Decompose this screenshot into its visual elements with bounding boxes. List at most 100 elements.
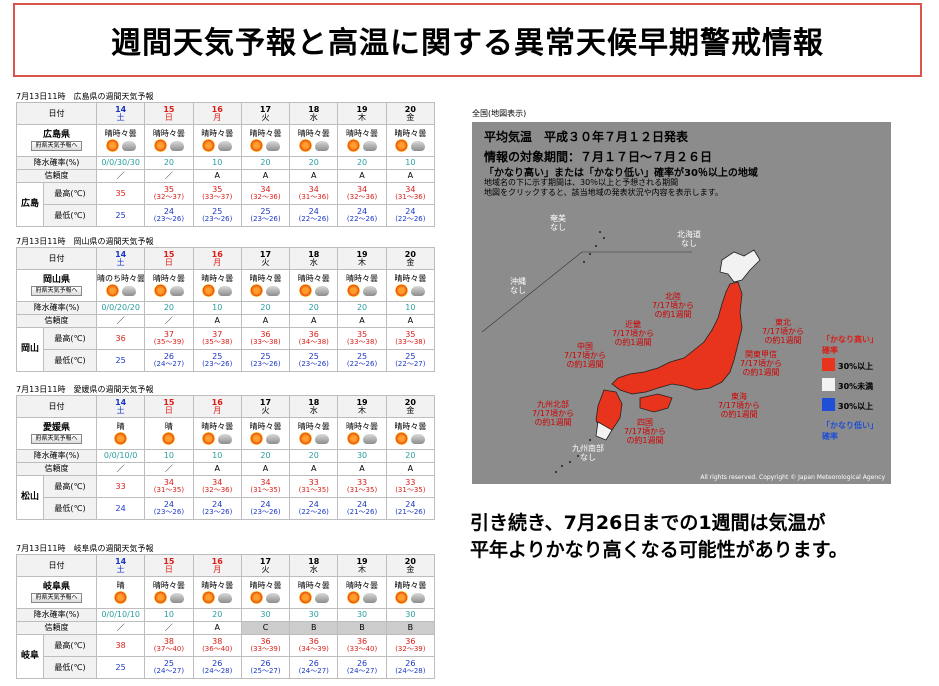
pref-forecast-button[interactable]: 府県天気予報へ [31,433,82,444]
sun-icon [153,284,167,297]
cloud-icon [266,140,281,151]
sun-icon [162,432,176,445]
japan-map-svg[interactable] [472,122,891,484]
reliability-cell: A [289,314,339,328]
pop-cell: 0/0/10/0 [95,449,146,463]
min-temp-cell: 25 (24〜27) [144,656,194,679]
cloud-icon [121,140,136,151]
city-name: 岐阜 [16,634,44,679]
sun-icon [347,432,361,445]
cloud-icon [363,140,378,151]
pop-cell: 10 [385,156,436,170]
max-temp-cell: 34 (32〜36) [337,182,387,205]
sun-icon [153,591,167,604]
summary-note: 引き続き、7月26日までの1週間は気温が 平年よりかなり高くなる可能性があります… [470,510,848,564]
region-label[interactable]: 四国 7/17頃から の約1週間 [624,418,666,446]
pref-forecast-button[interactable]: 府県天気予報へ [31,140,82,151]
weather-cell: 晴時々曇 [385,417,436,450]
sun-icon [202,432,216,445]
min-temp-cell: 24 (22〜26) [289,204,339,227]
weather-cell: 晴時々曇 [385,269,436,302]
day-header: 20 金 [385,554,436,577]
cloud-icon [218,433,233,444]
sun-icon [250,591,264,604]
region-label[interactable]: 九州南部 なし [572,444,604,463]
reliability-cell: ／ [95,169,146,183]
max-temp-cell: 33 (31〜35) [385,475,436,498]
region-label[interactable]: 北海道 なし [677,230,701,249]
cloud-icon [411,592,426,603]
cloud-icon [266,592,281,603]
cloud-icon [363,433,378,444]
pop-cell: 20 [192,608,242,622]
cloud-icon [314,140,329,151]
sun-icon [202,139,216,152]
page-title: 週間天気予報と高温に関する異常天候早期警戒情報 [13,3,922,77]
min-label: 最低(℃) [43,656,97,679]
weather-cell: 晴時々曇 [144,269,194,302]
date-header: 日付 [16,247,97,270]
day-header: 16 月 [192,554,242,577]
max-temp-cell: 37 (35〜39) [144,327,194,350]
sun-icon [114,432,128,445]
sun-icon [298,432,312,445]
day-header: 16 月 [192,395,242,418]
cloud-icon [218,592,233,603]
pop-cell: 30 [337,449,387,463]
day-header: 16 月 [192,102,242,125]
pop-cell: 30 [385,608,436,622]
weather-cell: 晴時々曇 [337,124,387,157]
legend-neutral-swatch [822,378,835,391]
min-temp-cell: 25 (23〜26) [240,204,291,227]
max-temp-cell: 34 (31〜36) [385,182,436,205]
honshu-shape [611,281,743,395]
weather-cell: 晴時々曇 [337,269,387,302]
pop-cell: 10 [144,449,194,463]
min-label: 最低(℃) [43,349,97,372]
reliability-cell: ／ [144,169,194,183]
pop-label: 降水確率(%) [16,608,97,622]
region-label[interactable]: 東北 7/17頃から の約1週間 [762,318,804,346]
max-temp-cell: 33 (31〜35) [337,475,387,498]
reliability-label: 信頼度 [16,621,97,635]
min-temp-cell: 24 (22〜26) [337,204,387,227]
region-label[interactable]: 近畿 7/17頃から の約1週間 [612,320,654,348]
region-label[interactable]: 北陸 7/17頃から の約1週間 [652,292,694,320]
forecast-block: 7月13日11時 広島県の週間天気予報 日付 14 土 15 日 16 月 17 火 18 水 19 木 2… [16,91,436,227]
weather-cell: 晴時々曇 [240,576,291,609]
region-label[interactable]: 九州北部 7/17頃から の約1週間 [532,400,574,428]
region-label[interactable]: 沖縄 なし [510,277,526,296]
region-label[interactable]: 中国 7/17頃から の約1週間 [564,342,606,370]
cloud-icon [266,433,281,444]
cloud-icon [363,285,378,296]
pref-cell: 広島県 府県天気予報へ [16,124,97,157]
reliability-cell: B [385,621,436,635]
kyushu-south-shape [595,421,613,441]
pop-cell: 20 [240,449,291,463]
weather-cell: 晴 [144,417,194,450]
pref-forecast-button[interactable]: 府県天気予報へ [31,592,82,603]
anomaly-map[interactable]: 平均気温 平成３０年７月１２日発表 情報の対象期間：７月１７日〜７月２６日 「か… [472,122,891,484]
region-label[interactable]: 奄美 なし [550,214,566,233]
reliability-cell: A [192,462,242,476]
cloud-icon [314,285,329,296]
reliability-cell: A [385,169,436,183]
pop-cell: 0/0/20/20 [95,301,146,315]
reliability-cell: ／ [95,462,146,476]
pop-label: 降水確率(%) [16,156,97,170]
pref-forecast-button[interactable]: 府県天気予報へ [31,285,82,296]
region-label[interactable]: 関東甲信 7/17頃から の約1週間 [740,350,782,378]
min-temp-cell: 26 (24〜27) [337,656,387,679]
reliability-cell: A [192,621,242,635]
day-header: 19 木 [337,247,387,270]
legend-low-swatch [822,398,835,411]
weather-cell: 晴 [95,417,146,450]
sun-icon [395,139,409,152]
pop-cell: 10 [385,301,436,315]
reliability-cell: A [192,314,242,328]
weather-cell: 晴時々曇 [337,417,387,450]
region-label[interactable]: 東海 7/17頃から の約1週間 [718,392,760,420]
date-header: 日付 [16,102,97,125]
min-temp-cell: 24 (23〜26) [240,497,291,520]
weather-cell: 晴時々曇 [192,417,242,450]
